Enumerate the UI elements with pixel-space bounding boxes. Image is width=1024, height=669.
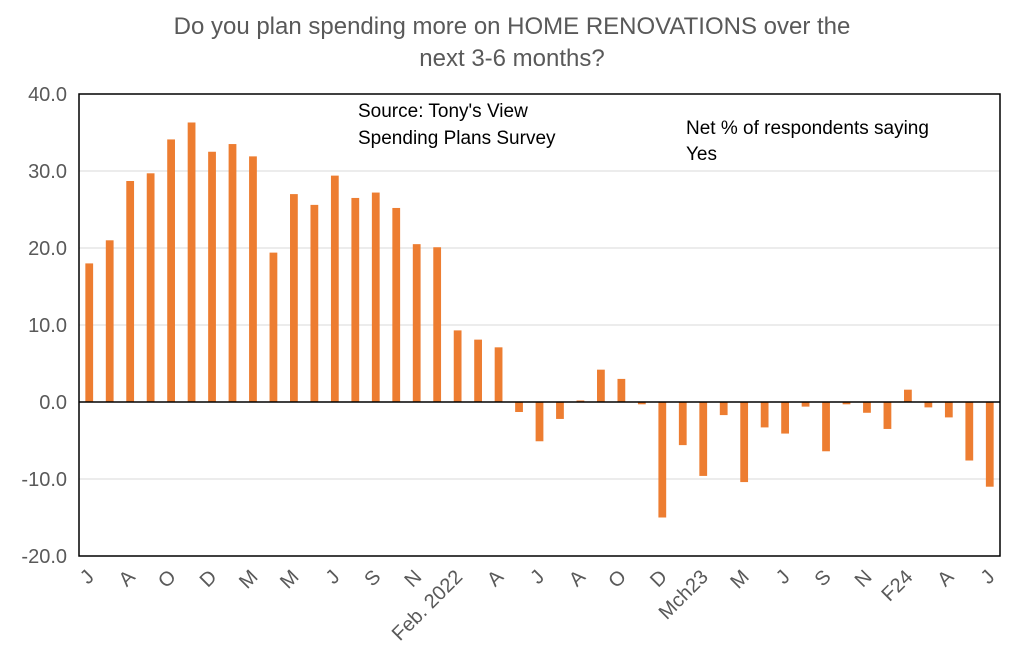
x-tick-label: M [276,566,303,593]
bar [617,378,626,402]
source-annotation-line-1: Source: Tony's View [358,101,528,122]
bar [85,263,94,402]
bar [678,402,687,446]
bar [842,402,851,405]
source-annotation-line-2: Spending Plans Survey [358,128,556,149]
plot-area-frame [78,93,1001,557]
bar [330,175,339,402]
bar [556,402,564,419]
bar [392,207,401,402]
bar [494,347,503,402]
bar [228,144,237,403]
x-tick-label: O [154,566,181,593]
y-tick-label: 0.0 [39,392,67,414]
bar [944,402,953,418]
x-tick-label: M [235,566,262,593]
x-tick-label: J [526,566,549,589]
bar [637,402,646,405]
x-tick-label: D [196,566,222,592]
y-tick-label: 40.0 [28,84,67,106]
chart-title-line-1: Do you plan spending more on HOME RENOVA… [174,13,851,40]
bar [167,139,175,402]
x-tick-label: A [483,566,508,591]
y-tick-label: 10.0 [28,315,67,337]
bar [453,330,462,402]
bar [740,402,749,483]
bar [412,244,421,402]
note-annotation-line-2: Yes [686,144,717,165]
bar [924,402,933,408]
y-tick-label: 30.0 [28,161,67,183]
bar [719,402,728,416]
x-tick-label: S [811,566,836,591]
bar [290,194,298,402]
bar [658,402,667,518]
bar [883,402,892,429]
bar [904,389,912,402]
bar [249,156,257,402]
y-tick-label: -20.0 [21,546,67,568]
bar [801,402,810,407]
x-tick-label: F24 [878,566,918,606]
x-tick-label: N [851,566,877,592]
bar [985,402,994,487]
bar [371,192,380,402]
x-tick-label: J [977,566,1000,589]
bar [597,369,605,402]
bar [781,402,789,434]
bar [760,402,769,428]
x-tick-label: M [726,566,753,593]
bar [208,151,216,402]
y-tick-label: -10.0 [21,469,67,491]
bar-series [85,122,994,518]
bar [351,197,360,402]
bar [105,240,114,402]
bar [863,402,871,413]
bar [146,173,155,402]
x-tick-label: A [115,566,140,591]
bar [535,402,544,442]
note-annotation-line-1: Net % of respondents saying [686,118,929,139]
bar [126,181,135,402]
bar [310,204,319,402]
x-tick-label: D [646,566,672,592]
y-tick-label: 20.0 [28,238,67,260]
x-tick-label: J [772,566,795,589]
bar [515,402,523,413]
bar [474,339,482,402]
bar [269,252,278,402]
bar [187,122,196,403]
bar [822,402,830,452]
x-tick-label: A [933,566,958,591]
x-tick-label: A [565,566,590,591]
y-axis-tick-labels: 40.0 30.0 20.0 10.0 0.0 -10.0 -20.0 [21,84,67,568]
x-tick-label: S [360,566,385,591]
x-tick-label: J [76,566,99,589]
bar [433,247,442,402]
x-tick-label: J [322,566,345,589]
bar [699,402,708,476]
x-tick-label: Feb. 2022 [388,566,467,645]
bar [965,402,974,461]
x-tick-label: O [604,566,631,593]
chart-title-line-2: next 3-6 months? [419,45,604,72]
bar [576,400,585,402]
x-tick-label: N [400,566,426,592]
